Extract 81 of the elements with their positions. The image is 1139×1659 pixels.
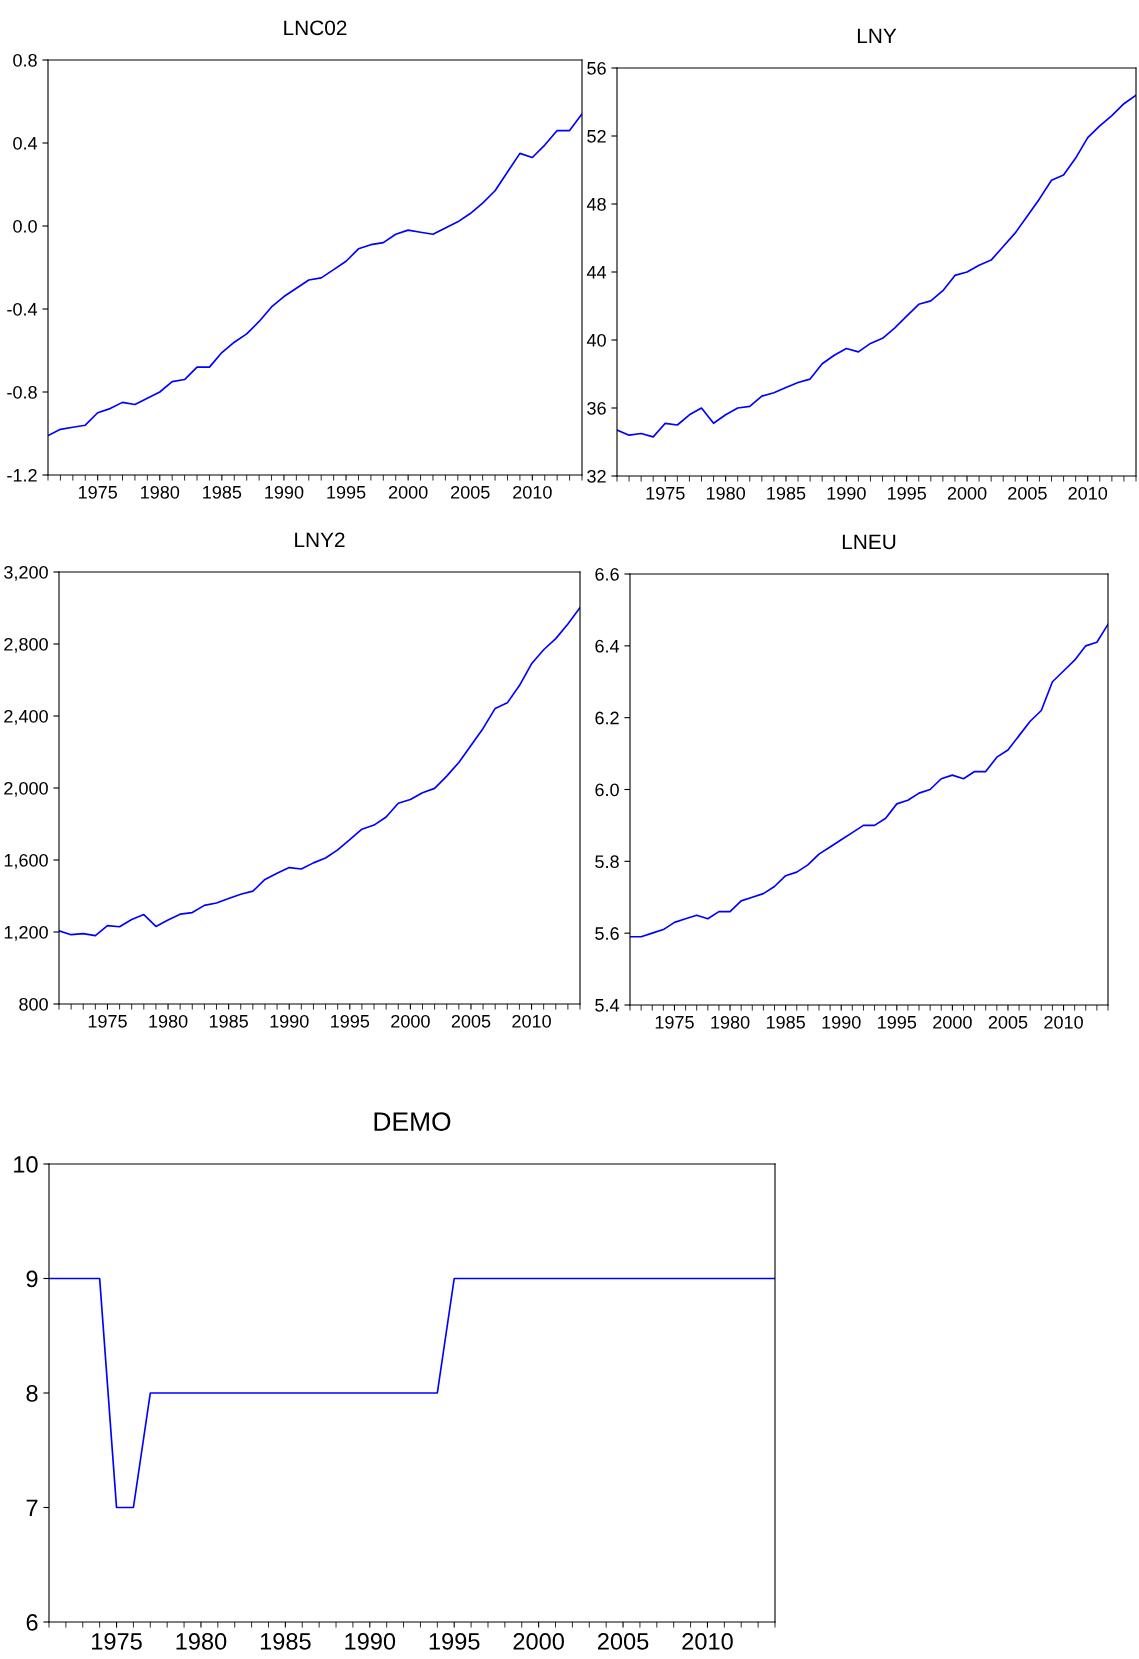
y-tick-label: 56 — [587, 61, 606, 75]
y-tick-label: 2,800 — [4, 637, 48, 653]
y-tick-label: 1,600 — [4, 853, 48, 869]
line-series — [59, 606, 580, 937]
chart-title: DEMO — [374, 1112, 451, 1131]
x-tick-label: 2010 — [512, 1014, 551, 1028]
y-tick-label: 0.8 — [13, 53, 37, 67]
y-tick-label: 8 — [26, 1385, 38, 1402]
x-tick-label: 2000 — [947, 486, 987, 500]
x-tick-label: 2005 — [988, 1015, 1028, 1029]
x-tick-label: 1995 — [887, 486, 926, 500]
y-tick-label: 48 — [586, 197, 606, 211]
x-tick-label: 1985 — [203, 485, 242, 499]
y-tick-label: 0.0 — [13, 219, 37, 233]
x-tick-label: 1985 — [766, 1015, 805, 1029]
y-tick-label: 2,400 — [4, 709, 48, 725]
x-tick-label: 2010 — [513, 485, 552, 499]
y-tick-label: 6.4 — [595, 639, 620, 653]
x-tick-label: 1975 — [655, 1015, 694, 1029]
x-tick-label: 1985 — [767, 486, 806, 500]
x-tick-label: 1975 — [88, 1014, 127, 1028]
x-tick-label: 2000 — [513, 1633, 564, 1650]
y-tick-label: 6.0 — [595, 783, 619, 797]
x-tick-label: 1980 — [176, 1633, 227, 1650]
x-tick-label: 1985 — [260, 1633, 311, 1650]
y-tick-label: 0.4 — [13, 136, 38, 150]
y-tick-label: 5.8 — [595, 855, 619, 869]
y-tick-label: 6 — [26, 1614, 38, 1631]
y-tick-label: 32 — [587, 469, 606, 483]
x-tick-label: 1980 — [149, 1014, 188, 1028]
x-tick-label: 1980 — [141, 485, 180, 499]
y-tick-label: 3,200 — [4, 565, 48, 581]
x-tick-label: 2010 — [1044, 1015, 1083, 1029]
x-tick-label: 1990 — [270, 1014, 309, 1028]
x-tick-label: 2010 — [1068, 486, 1108, 500]
x-tick-label: 2005 — [597, 1633, 649, 1650]
x-tick-label: 1985 — [209, 1014, 248, 1028]
y-tick-label: 6.6 — [595, 567, 619, 581]
y-tick-label: 7 — [26, 1499, 38, 1517]
x-tick-label: 2000 — [388, 485, 428, 499]
chart-title: LNY2 — [295, 532, 345, 547]
x-tick-label: 2010 — [682, 1633, 733, 1650]
x-tick-label: 1975 — [646, 486, 685, 500]
y-tick-label: -0.4 — [7, 302, 38, 316]
chart-title: LNC02 — [284, 20, 347, 36]
y-tick-label: 40 — [586, 333, 606, 347]
x-tick-label: 2005 — [1008, 486, 1047, 500]
x-tick-label: 2000 — [933, 1015, 972, 1029]
y-tick-label: 36 — [587, 401, 606, 415]
y-tick-label: 52 — [587, 129, 606, 143]
x-tick-label: 1990 — [827, 486, 866, 500]
x-tick-label: 1990 — [822, 1015, 861, 1029]
y-tick-label: 5.6 — [595, 927, 619, 940]
x-tick-label: 1995 — [331, 1014, 370, 1028]
x-tick-label: 2005 — [451, 485, 490, 499]
y-tick-label: 2,000 — [4, 781, 48, 797]
y-tick-label: 44 — [586, 266, 607, 279]
x-tick-label: 1990 — [265, 485, 304, 499]
x-tick-label: 1995 — [327, 485, 366, 499]
x-tick-label: 1975 — [78, 485, 117, 499]
line-series — [48, 113, 582, 437]
x-tick-label: 1990 — [345, 1633, 396, 1650]
chart-title: LNY — [857, 28, 897, 43]
x-tick-label: 1975 — [92, 1633, 142, 1650]
y-tick-label: 10 — [14, 1156, 38, 1173]
line-series — [617, 94, 1136, 438]
y-tick-label: -1.2 — [7, 468, 37, 482]
x-tick-label: 1980 — [706, 486, 746, 500]
chart-title: LNEU — [842, 534, 896, 550]
y-tick-label: 6.2 — [595, 711, 619, 725]
x-tick-label: 1995 — [878, 1015, 917, 1029]
x-tick-label: 1995 — [429, 1633, 480, 1650]
x-tick-label: 2000 — [391, 1014, 430, 1028]
line-series — [630, 623, 1108, 938]
x-tick-label: 2005 — [451, 1014, 491, 1028]
y-tick-label: 1,200 — [4, 925, 48, 941]
y-tick-label: 9 — [26, 1270, 38, 1288]
y-tick-label: -0.8 — [7, 385, 37, 399]
y-tick-label: 800 — [19, 997, 48, 1011]
y-tick-label: 5.4 — [595, 999, 620, 1012]
x-tick-label: 1980 — [711, 1015, 750, 1029]
